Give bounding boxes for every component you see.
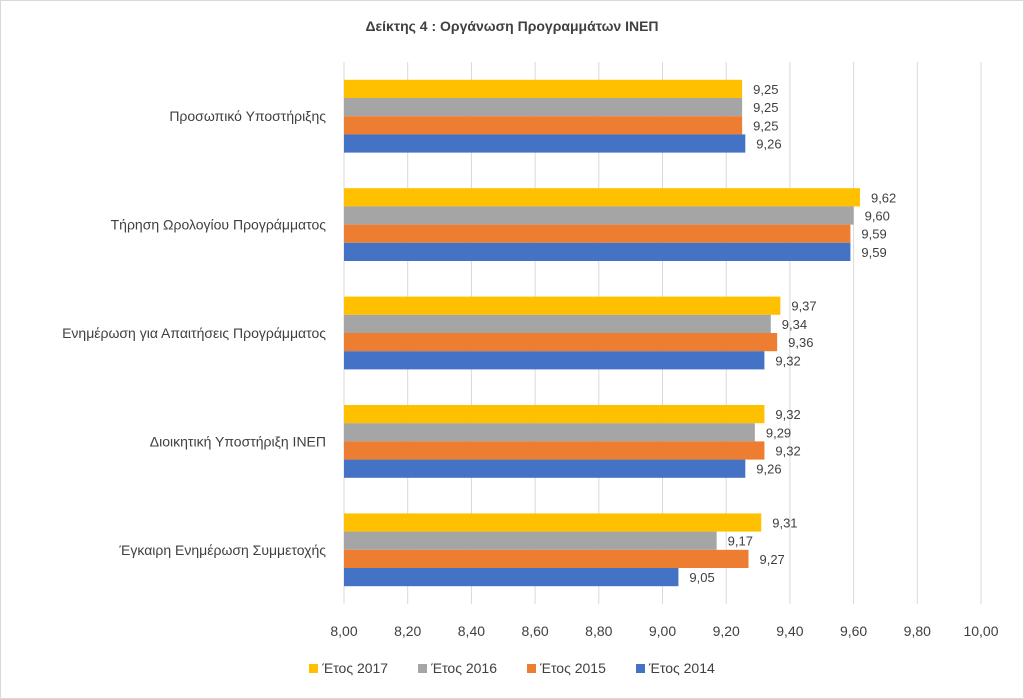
- legend-item: Έτος 2014: [635, 660, 715, 676]
- bar-έτος-2015: [344, 116, 743, 135]
- bar-έτος-2016: [344, 423, 755, 442]
- data-label: 9,60: [865, 209, 890, 224]
- data-label: 9,26: [756, 137, 781, 152]
- bar-έτος-2015: [344, 224, 851, 243]
- category-label: Τήρηση Ωρολογίου Προγράμματος: [111, 217, 327, 233]
- bar-έτος-2014: [344, 568, 679, 587]
- legend-swatch: [527, 663, 536, 673]
- data-label: 9,25: [753, 82, 778, 97]
- bar-έτος-2017: [344, 79, 743, 98]
- legend-item: Έτος 2017: [309, 660, 388, 676]
- data-label: 9,29: [766, 425, 791, 440]
- x-tick-label: 8,20: [394, 623, 421, 639]
- data-label: 9,05: [689, 570, 714, 585]
- bar-έτος-2017: [344, 296, 781, 315]
- bar-έτος-2017: [344, 405, 765, 424]
- bar-έτος-2015: [344, 441, 765, 460]
- legend-label: Έτος 2016: [431, 660, 497, 676]
- bar-έτος-2014: [344, 242, 851, 261]
- bar-έτος-2016: [344, 314, 771, 333]
- data-label: 9,59: [861, 245, 886, 260]
- legend-swatch: [309, 663, 319, 673]
- data-label: 9,17: [728, 534, 753, 549]
- x-tick-label: 8,80: [585, 623, 612, 639]
- legend-item: Έτος 2016: [418, 660, 497, 676]
- bar-έτος-2015: [344, 549, 749, 568]
- bar-έτος-2014: [344, 459, 746, 478]
- x-tick-label: 8,60: [521, 623, 548, 639]
- bar-έτος-2017: [344, 513, 762, 532]
- x-tick-label: 10,00: [963, 623, 998, 639]
- legend-label: Έτος 2014: [648, 660, 715, 676]
- bar-έτος-2014: [344, 351, 765, 370]
- x-tick-label: 9,20: [713, 623, 740, 639]
- legend-swatch: [635, 663, 645, 673]
- x-tick-label: 8,40: [458, 623, 485, 639]
- data-label: 9,59: [861, 227, 886, 242]
- bar-έτος-2017: [344, 188, 860, 207]
- legend-label: Έτος 2017: [322, 660, 389, 676]
- bar-έτος-2014: [344, 134, 746, 153]
- x-tick-label: 9,40: [776, 623, 803, 639]
- data-label: 9,25: [753, 118, 778, 133]
- legend-swatch: [418, 663, 428, 673]
- data-label: 9,25: [753, 100, 778, 115]
- category-label: Διοικητική Υποστήριξη ΙΝΕΠ: [150, 433, 326, 449]
- data-label: 9,62: [871, 190, 896, 205]
- category-label: Έγκαιρη Ενημέρωση Συμμετοχής: [118, 542, 326, 558]
- bar-έτος-2016: [344, 531, 717, 550]
- data-label: 9,36: [788, 335, 813, 350]
- chart-legend: Έτος 2017 Έτος 2016 Έτος 2015 Έτος 2014: [0, 660, 1024, 676]
- data-label: 9,34: [782, 317, 807, 332]
- x-tick-label: 9,00: [649, 623, 676, 639]
- legend-label: Έτος 2015: [540, 660, 606, 676]
- x-tick-label: 9,80: [904, 623, 931, 639]
- data-label: 9,26: [756, 462, 781, 477]
- legend-item: Έτος 2015: [527, 660, 606, 676]
- data-label: 9,32: [775, 407, 800, 422]
- x-tick-label: 9,60: [840, 623, 867, 639]
- data-label: 9,31: [772, 516, 797, 531]
- data-label: 9,27: [759, 552, 784, 567]
- bar-έτος-2016: [344, 206, 854, 225]
- data-label: 9,37: [791, 299, 816, 314]
- chart-title: Δείκτης 4 : Οργάνωση Προγραμμάτων ΙΝΕΠ: [365, 18, 659, 34]
- data-label: 9,32: [775, 353, 800, 368]
- x-tick-label: 8,00: [330, 623, 357, 639]
- bar-έτος-2016: [344, 98, 743, 117]
- category-label: Προσωπικό Υποστήριξης: [169, 108, 326, 124]
- bar-έτος-2015: [344, 333, 778, 352]
- data-label: 9,32: [775, 444, 800, 459]
- category-label: Ενημέρωση για Απαιτήσεις Προγράμματος: [62, 325, 326, 341]
